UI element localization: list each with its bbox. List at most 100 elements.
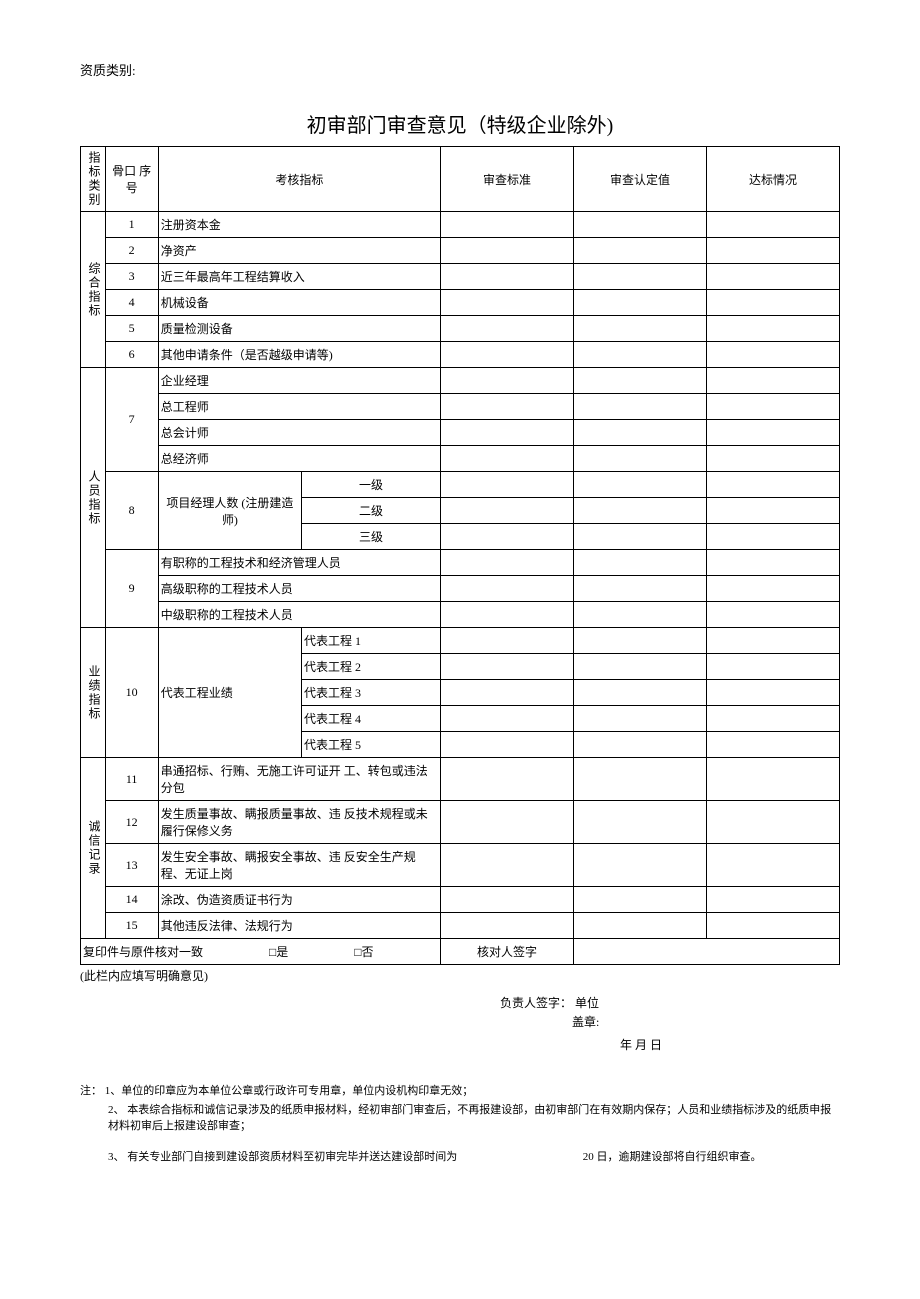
res-cell bbox=[707, 238, 840, 264]
seq-cell: 5 bbox=[105, 316, 158, 342]
seq-cell: 7 bbox=[105, 368, 158, 472]
std-cell bbox=[441, 654, 574, 680]
hdr-seq: 骨口 序 号 bbox=[105, 147, 158, 212]
sign-date: 年 月 日 bbox=[620, 1036, 840, 1053]
kao-sub: 代表工程 3 bbox=[301, 680, 440, 706]
res-cell bbox=[707, 758, 840, 801]
val-cell bbox=[574, 628, 707, 654]
res-cell bbox=[707, 420, 840, 446]
std-cell bbox=[441, 498, 574, 524]
res-cell bbox=[707, 212, 840, 238]
hdr-res: 达标情况 bbox=[707, 147, 840, 212]
std-cell bbox=[441, 342, 574, 368]
seq-cell: 8 bbox=[105, 472, 158, 550]
val-cell bbox=[574, 446, 707, 472]
val-cell bbox=[574, 887, 707, 913]
val-cell bbox=[574, 576, 707, 602]
val-cell bbox=[574, 290, 707, 316]
res-cell bbox=[707, 498, 840, 524]
verify-sign-label: 核对人签字 bbox=[441, 939, 574, 965]
std-cell bbox=[441, 394, 574, 420]
seq-cell: 4 bbox=[105, 290, 158, 316]
val-cell bbox=[574, 801, 707, 844]
kao-cell: 涂改、伪造资质证书行为 bbox=[158, 887, 440, 913]
table-row: 2 净资产 bbox=[81, 238, 840, 264]
kao-cell: 总工程师 bbox=[158, 394, 440, 420]
kao-left: 项目经理人数 (注册建造师) bbox=[158, 472, 301, 550]
kao-cell: 机械设备 bbox=[158, 290, 440, 316]
val-cell bbox=[574, 732, 707, 758]
kao-sub: 代表工程 5 bbox=[301, 732, 440, 758]
kao-cell: 发生安全事故、瞒报安全事故、违 反安全生产规程、无证上岗 bbox=[158, 844, 440, 887]
val-cell bbox=[574, 550, 707, 576]
notes-prefix: 注： bbox=[80, 1085, 102, 1097]
review-table: 指标类别 骨口 序 号 考核指标 审查标准 审查认定值 达标情况 综合指标 1 … bbox=[80, 146, 840, 965]
note-3b: 20 日，逾期建设部将自行组织审查。 bbox=[583, 1151, 762, 1163]
std-cell bbox=[441, 290, 574, 316]
table-row: 15 其他违反法律、法规行为 bbox=[81, 913, 840, 939]
res-cell bbox=[707, 472, 840, 498]
table-row: 中级职称的工程技术人员 bbox=[81, 602, 840, 628]
res-cell bbox=[707, 602, 840, 628]
kao-left: 代表工程业绩 bbox=[158, 628, 301, 758]
res-cell bbox=[707, 732, 840, 758]
note-1: 1、单位的印章应为本单位公章或行政许可专用章，单位内设机构印章无效； bbox=[105, 1085, 474, 1097]
table-row: 13 发生安全事故、瞒报安全事故、违 反安全生产规程、无证上岗 bbox=[81, 844, 840, 887]
std-cell bbox=[441, 758, 574, 801]
verify-label: 复印件与原件核对一致 bbox=[83, 945, 203, 959]
cat-comprehensive: 综合指标 bbox=[81, 212, 106, 368]
seq-cell: 13 bbox=[105, 844, 158, 887]
kao-cell: 其他违反法律、法规行为 bbox=[158, 913, 440, 939]
std-cell bbox=[441, 887, 574, 913]
val-cell bbox=[574, 654, 707, 680]
std-cell bbox=[441, 628, 574, 654]
std-cell bbox=[441, 801, 574, 844]
kao-sub: 代表工程 2 bbox=[301, 654, 440, 680]
val-cell bbox=[574, 472, 707, 498]
table-row: 总会计师 bbox=[81, 420, 840, 446]
val-cell bbox=[574, 758, 707, 801]
std-cell bbox=[441, 576, 574, 602]
seq-cell: 6 bbox=[105, 342, 158, 368]
kao-cell: 高级职称的工程技术人员 bbox=[158, 576, 440, 602]
sign-line-1: 负责人签字： 单位 bbox=[500, 994, 840, 1013]
res-cell bbox=[707, 264, 840, 290]
table-row: 诚信记录 11 串通招标、行贿、无施工许可证开 工、转包或违法分包 bbox=[81, 758, 840, 801]
kao-cell: 净资产 bbox=[158, 238, 440, 264]
kao-sub: 二级 bbox=[301, 498, 440, 524]
std-cell bbox=[441, 524, 574, 550]
std-cell bbox=[441, 602, 574, 628]
res-cell bbox=[707, 801, 840, 844]
verify-yes: □是 bbox=[269, 945, 288, 959]
kao-sub: 一级 bbox=[301, 472, 440, 498]
after-table-note: (此栏内应填写明确意见) bbox=[80, 967, 840, 984]
val-cell bbox=[574, 498, 707, 524]
std-cell bbox=[441, 368, 574, 394]
seq-cell: 10 bbox=[105, 628, 158, 758]
val-cell bbox=[574, 420, 707, 446]
kao-cell: 企业经理 bbox=[158, 368, 440, 394]
seq-cell: 2 bbox=[105, 238, 158, 264]
std-cell bbox=[441, 316, 574, 342]
seq-cell: 1 bbox=[105, 212, 158, 238]
note-3: 3、 有关专业部门自接到建设部资质材料至初审完毕并送达建设部时间为 20 日，逾… bbox=[80, 1149, 840, 1166]
res-cell bbox=[707, 576, 840, 602]
std-cell bbox=[441, 446, 574, 472]
kao-cell: 近三年最高年工程结算收入 bbox=[158, 264, 440, 290]
kao-cell: 串通招标、行贿、无施工许可证开 工、转包或违法分包 bbox=[158, 758, 440, 801]
header-row: 指标类别 骨口 序 号 考核指标 审查标准 审查认定值 达标情况 bbox=[81, 147, 840, 212]
signature-block: 负责人签字： 单位 盖章: bbox=[500, 994, 840, 1032]
res-cell bbox=[707, 342, 840, 368]
std-cell bbox=[441, 472, 574, 498]
kao-cell: 有职称的工程技术和经济管理人员 bbox=[158, 550, 440, 576]
kao-sub: 代表工程 4 bbox=[301, 706, 440, 732]
note-2: 2、 本表综合指标和诚信记录涉及的纸质申报材料，经初审部门审查后，不再报建设部，… bbox=[80, 1102, 840, 1135]
res-cell bbox=[707, 706, 840, 732]
sign-line-2: 盖章: bbox=[500, 1013, 840, 1032]
res-cell bbox=[707, 887, 840, 913]
table-row: 8 项目经理人数 (注册建造师) 一级 bbox=[81, 472, 840, 498]
res-cell bbox=[707, 290, 840, 316]
res-cell bbox=[707, 654, 840, 680]
kao-cell: 其他申请条件（是否越级申请等) bbox=[158, 342, 440, 368]
std-cell bbox=[441, 680, 574, 706]
